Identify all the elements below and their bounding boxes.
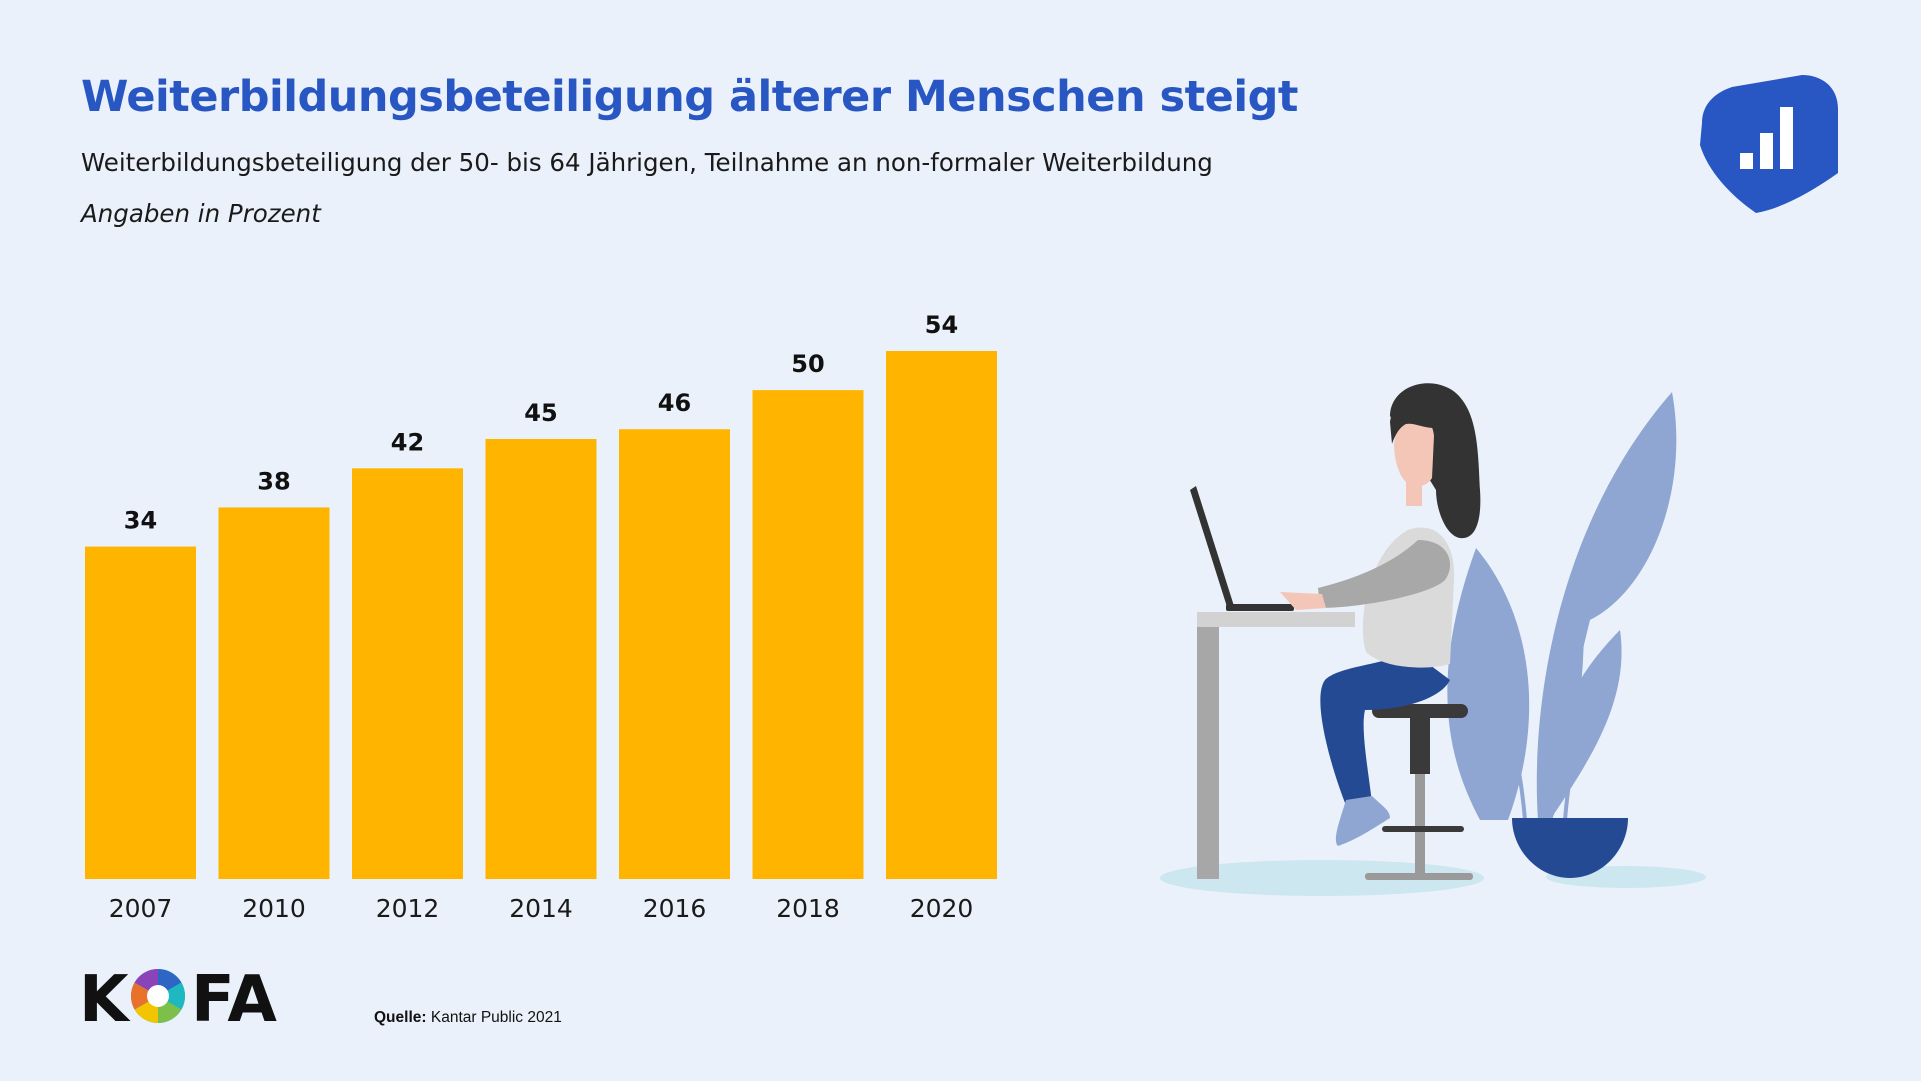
source-label: Quelle: xyxy=(374,1009,427,1026)
value-label-2012: 42 xyxy=(391,428,424,456)
tick-label-2007: 2007 xyxy=(109,894,173,923)
source-note: Quelle: Kantar Public 2021 xyxy=(374,1009,562,1027)
bar-2012 xyxy=(352,468,463,879)
bar-2007 xyxy=(85,546,196,879)
value-label-2020: 54 xyxy=(925,311,958,339)
value-label-2014: 45 xyxy=(524,399,557,427)
tick-label-2012: 2012 xyxy=(376,894,440,923)
value-label-2016: 46 xyxy=(658,389,691,417)
svg-text:FA: FA xyxy=(191,965,277,1027)
woman-at-laptop-illustration xyxy=(1160,383,1706,896)
svg-text:K: K xyxy=(79,965,131,1027)
tick-label-2020: 2020 xyxy=(910,894,974,923)
bar-2020 xyxy=(886,351,997,879)
chart-subtitle: Weiterbildungsbeteiligung der 50- bis 64… xyxy=(81,148,1213,177)
value-label-2018: 50 xyxy=(791,350,824,378)
bar-chart-shield-icon xyxy=(1700,75,1838,213)
tick-label-2018: 2018 xyxy=(776,894,840,923)
kofa-logo: K FA xyxy=(79,965,277,1027)
tick-label-2010: 2010 xyxy=(242,894,306,923)
value-label-2010: 38 xyxy=(257,467,290,495)
source-text: Kantar Public 2021 xyxy=(430,1009,562,1026)
tick-label-2014: 2014 xyxy=(509,894,573,923)
bar-2016 xyxy=(619,429,730,879)
tick-label-2016: 2016 xyxy=(643,894,707,923)
bar-2018 xyxy=(752,390,864,879)
bar-2010 xyxy=(218,507,330,879)
chart-title: Weiterbildungsbeteiligung älterer Mensch… xyxy=(81,72,1298,122)
value-label-2007: 34 xyxy=(124,507,157,535)
unit-note: Angaben in Prozent xyxy=(81,199,321,228)
bar-2014 xyxy=(485,439,597,879)
